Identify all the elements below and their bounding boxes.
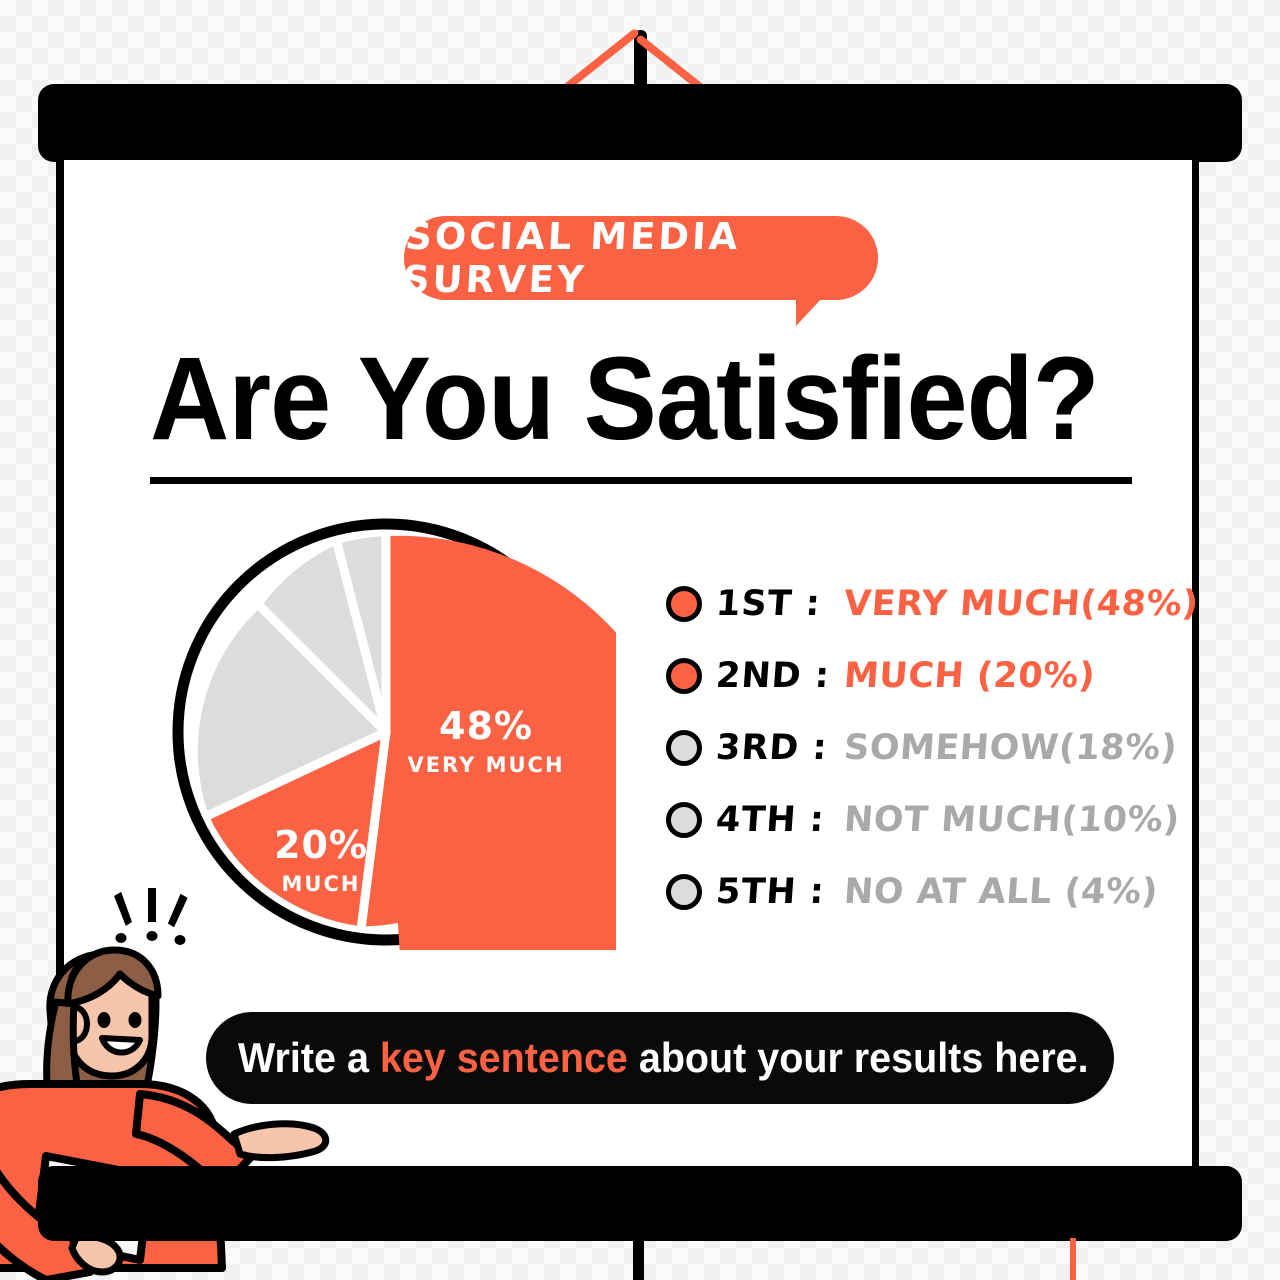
legend-bullet-2 xyxy=(666,658,702,694)
legend-row-5[interactable]: 5TH : NO AT ALL (4%) xyxy=(666,856,1196,928)
presenter-hair-front xyxy=(64,946,162,1008)
presenter-hand-right xyxy=(230,1120,330,1162)
key-sentence-before: Write a xyxy=(238,1034,380,1081)
legend-bullet-5 xyxy=(666,874,702,910)
survey-badge-pill: SOCIAL MEDIA SURVEY xyxy=(401,215,878,301)
pie-label-1-percent: 48% xyxy=(439,704,533,748)
pie-separators xyxy=(204,531,391,931)
exclamation-marks-icon xyxy=(114,888,188,945)
survey-badge-label: SOCIAL MEDIA SURVEY xyxy=(401,215,742,301)
chart-legend: 1ST : VERY MUCH(48%) 2ND : MUCH (20%) 3R… xyxy=(666,568,1200,928)
legend-row-4[interactable]: 4TH : NOT MUCH(10%) xyxy=(666,784,1196,856)
legend-rank-5: 5TH : xyxy=(714,872,827,912)
legend-bullet-1 xyxy=(666,586,702,622)
key-sentence-banner[interactable]: Write a key sentence about your results … xyxy=(206,1012,1114,1104)
presenter-eye-right xyxy=(128,1012,142,1028)
pie-slice-1-very-much xyxy=(361,536,558,927)
legend-rank-1: 1ST : xyxy=(714,584,823,624)
pie-label-2-name: MUCH xyxy=(282,872,361,896)
pie-slice-2-much xyxy=(208,732,386,927)
legend-value-4: NOT MUCH(10%) xyxy=(842,800,1182,840)
screen-bottom-bar xyxy=(38,1166,1242,1241)
pie-slice-3-somehow xyxy=(197,607,386,816)
legend-bullet-4 xyxy=(666,802,702,838)
legend-value-1: VERY MUCH(48%) xyxy=(842,584,1200,624)
legend-value-2: MUCH (20%) xyxy=(842,656,1097,696)
legend-rank-2: 2ND : xyxy=(714,656,832,696)
pie-slice-group xyxy=(197,536,558,927)
screen-drop-line xyxy=(1070,1238,1076,1280)
legend-value-5: NO AT ALL (4%) xyxy=(842,872,1160,912)
legend-row-3[interactable]: 3RD : SOMEHOW(18%) xyxy=(666,712,1196,784)
key-sentence-highlight: key sentence xyxy=(379,1034,628,1081)
legend-rank-3: 3RD : xyxy=(714,728,829,768)
key-sentence-text: Write a key sentence about your results … xyxy=(238,1034,1089,1082)
pie-chart: 48% VERY MUCH 20% MUCH xyxy=(156,514,616,950)
screen-rail-left xyxy=(56,158,65,1170)
pie-slice-4-not-much xyxy=(260,544,386,732)
key-sentence-after: about your results here. xyxy=(627,1034,1089,1081)
legend-row-1[interactable]: 1ST : VERY MUCH(48%) xyxy=(666,568,1200,640)
survey-badge: SOCIAL MEDIA SURVEY xyxy=(401,215,878,326)
legend-row-2[interactable]: 2ND : MUCH (20%) xyxy=(666,640,1196,712)
screen-top-bar xyxy=(38,84,1242,162)
pie-label-1-name: VERY MUCH xyxy=(407,753,564,777)
legend-rank-4: 4TH : xyxy=(714,800,827,840)
page-title: Are You Satisfied? xyxy=(150,333,1100,465)
title-divider xyxy=(150,477,1132,484)
presenter-eye-left xyxy=(97,1012,111,1028)
pie-label-2-percent: 20% xyxy=(274,823,368,867)
presenter-smile xyxy=(99,1035,143,1056)
legend-bullet-3 xyxy=(666,730,702,766)
legend-value-3: SOMEHOW(18%) xyxy=(842,728,1179,768)
screen-bottom-post xyxy=(633,1238,644,1280)
pie-chart-svg: 48% VERY MUCH 20% MUCH xyxy=(172,518,616,950)
screen-rail-right xyxy=(1190,158,1199,1170)
survey-badge-tail xyxy=(796,298,822,326)
